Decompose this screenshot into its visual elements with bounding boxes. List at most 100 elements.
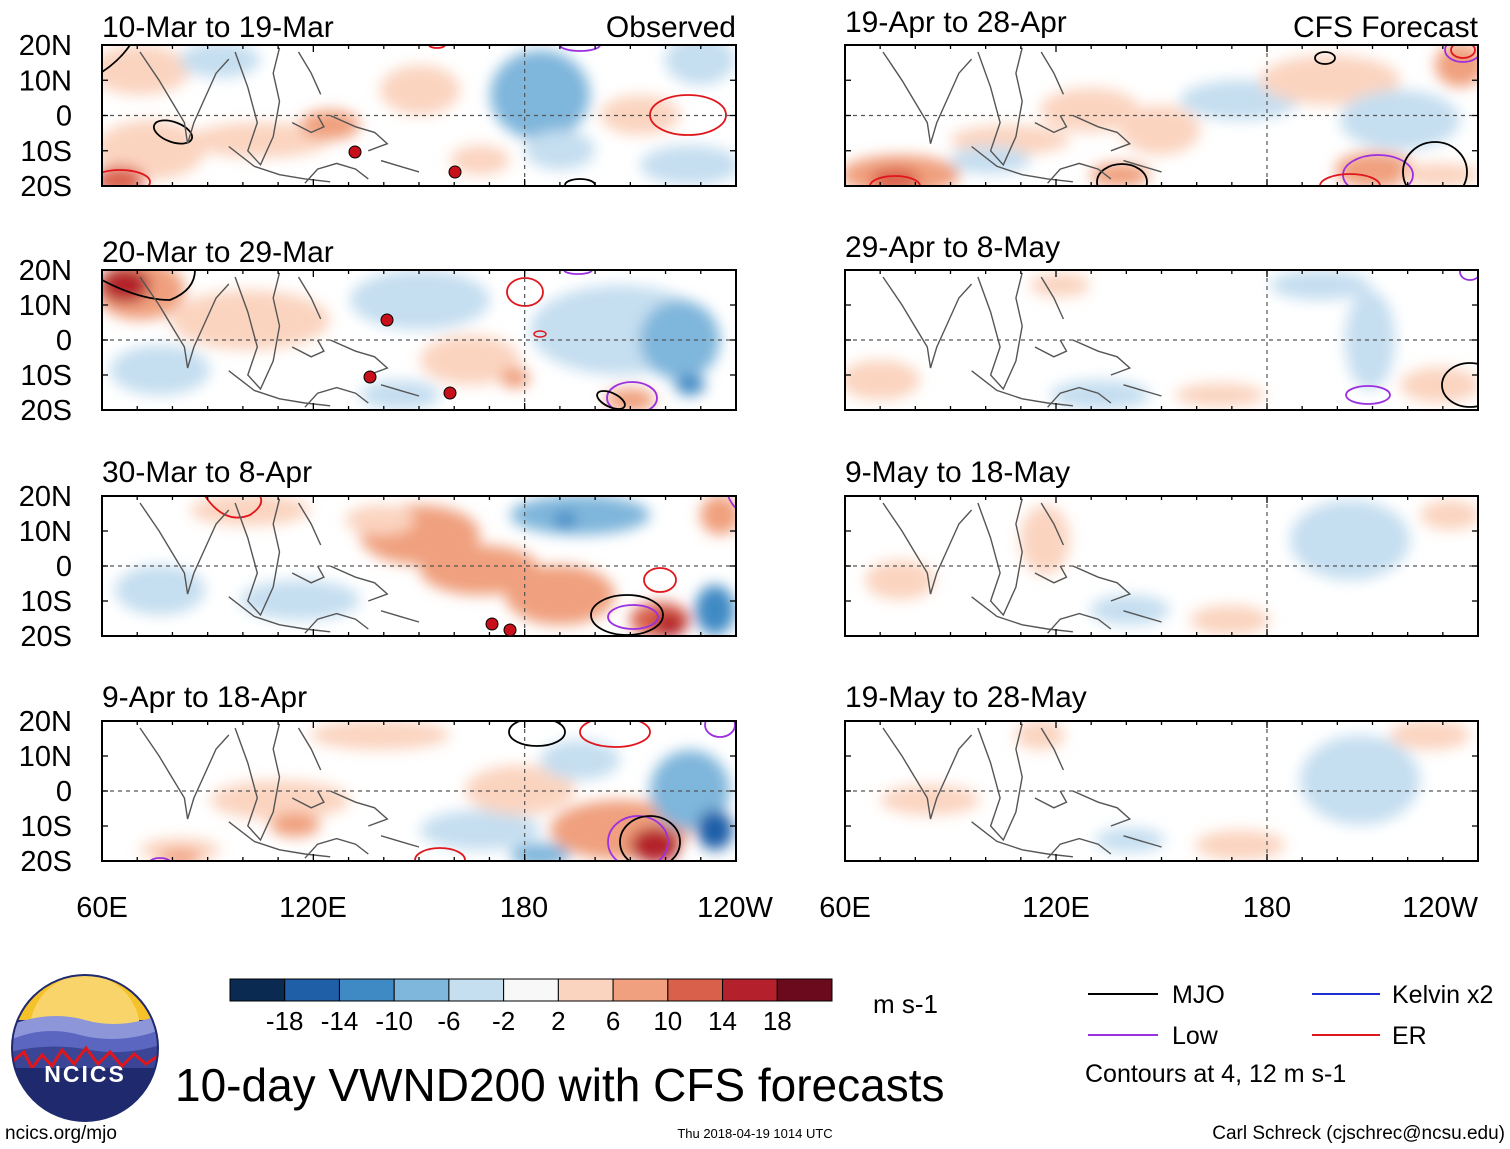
panel-title: 9-May to 18-May [845,456,1070,489]
coastline [329,565,389,602]
y-tick-label: 20N [19,255,72,287]
coastline [1040,51,1065,95]
anomaly-field [880,721,1470,860]
coastline [1047,837,1112,859]
y-tick-label: 10N [19,516,72,548]
panel-observed-3 [115,496,736,636]
panel-frame-R2 [844,495,1479,637]
coastline [139,727,230,820]
y-tick-label: 0 [56,325,72,357]
coastline [1123,835,1162,848]
coastline [1040,727,1065,771]
coastline [1040,502,1065,546]
colorbar-box [722,978,778,1002]
colorbar-tick-label: 10 [653,1006,682,1036]
colorbar-tick-label: -14 [321,1006,359,1036]
colorbar-box [557,978,614,1002]
colorbar-units: m s-1 [873,989,938,1019]
panel-frame-L0 [101,44,737,187]
legend-note: Contours at 4, 12 m s-1 [1085,1060,1346,1088]
legend-label-low: Low [1172,1022,1219,1050]
coastline [1072,565,1132,602]
cyclone-icon [503,623,517,637]
panel-overlays [101,44,1479,862]
coastline [304,162,369,184]
coastline [1123,159,1162,173]
colorbar-boxes [229,978,833,1002]
coastline [1123,384,1162,397]
footer-timestamp: Thu 2018-04-19 1014 UTC [677,1126,832,1141]
colorbar-box [284,978,340,1002]
cyclone-icon [348,145,362,159]
panel-title: 29-Apr to 8-May [845,231,1060,264]
y-tick-label: 10S [20,136,72,168]
panel-title: 10-Mar to 19-Mar [102,11,334,44]
column-label-observed: Observed [606,11,736,44]
coastline [304,386,369,408]
colorbar-box [667,978,724,1002]
coastline [1034,565,1068,584]
anomaly-field [845,270,1478,410]
colorbar-tick-label: 2 [551,1006,565,1036]
coastline [882,727,973,820]
coastline [234,498,281,617]
panel-forecast-4 [880,721,1470,860]
x-tick-label: 180 [500,892,548,924]
logo-text: NCICS [44,1061,126,1087]
y-tick-label: 0 [56,551,72,583]
contours [1345,270,1478,408]
coastline [380,835,420,848]
coastline [297,727,322,771]
x-tick-label: 60E [819,892,871,924]
panel-observed-2 [102,270,720,410]
colorbar-tick-label: 6 [606,1006,620,1036]
y-tick-label: 0 [56,776,72,808]
coastline [291,790,325,809]
footer-left[interactable]: ncics.org/mjo [5,1123,117,1144]
panel-title: 20-Mar to 29-Mar [102,236,334,269]
y-tick-label: 20N [19,706,72,738]
legend-label-mjo: MJO [1172,981,1225,1009]
coastline [1072,114,1132,152]
coastline [234,47,281,167]
panel-title: 19-Apr to 28-Apr [845,6,1067,39]
cyclone-icon [443,386,457,400]
x-tick-label: 120W [697,892,773,924]
coastline [1047,612,1112,634]
coastline [291,115,325,134]
coastline [297,276,322,320]
cyclone-icon [448,165,462,179]
figure-title: 10-day VWND200 with CFS forecasts [175,1059,945,1111]
contours [869,45,1478,186]
coastline [139,276,230,369]
coastline [228,370,331,407]
colorbar-box [229,978,286,1002]
panel-forecast-3 [865,500,1478,635]
x-tick-label: 120E [279,892,347,924]
y-tick-label: 20S [20,846,72,878]
coastline [1072,339,1132,376]
y-tick-label: 0 [56,101,72,133]
coastline [291,565,325,584]
anomaly-field [102,270,720,410]
coastline [297,502,322,546]
x-tick-label: 120E [1022,892,1090,924]
coastline [1034,790,1068,809]
panel-frame-L3 [101,720,737,862]
colorbar-tick-label: 14 [708,1006,737,1036]
x-tick-label: 120W [1402,892,1478,924]
colorbar-tick-label: -18 [266,1006,304,1036]
panel-title: 30-Mar to 8-Apr [102,456,312,489]
coastline [297,51,322,95]
panel-forecast-1 [845,45,1478,186]
coastline [329,339,389,376]
y-tick-label: 10N [19,65,72,97]
panel-forecast-2 [845,270,1478,410]
anomaly-field [115,496,736,636]
coastline [977,47,1023,167]
panel-observed-4 [140,721,736,861]
coastline [1047,386,1112,408]
coastline [234,723,281,842]
coastline [139,502,230,595]
coastline [977,498,1023,617]
